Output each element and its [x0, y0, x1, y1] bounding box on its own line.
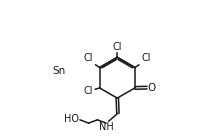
Text: Cl: Cl — [83, 86, 93, 96]
Text: HO: HO — [64, 114, 79, 124]
Text: Sn: Sn — [52, 66, 65, 76]
Text: O: O — [148, 83, 156, 93]
Text: Cl: Cl — [112, 42, 122, 52]
Text: NH: NH — [99, 122, 114, 132]
Text: Cl: Cl — [84, 53, 93, 63]
Text: Cl: Cl — [141, 53, 151, 63]
